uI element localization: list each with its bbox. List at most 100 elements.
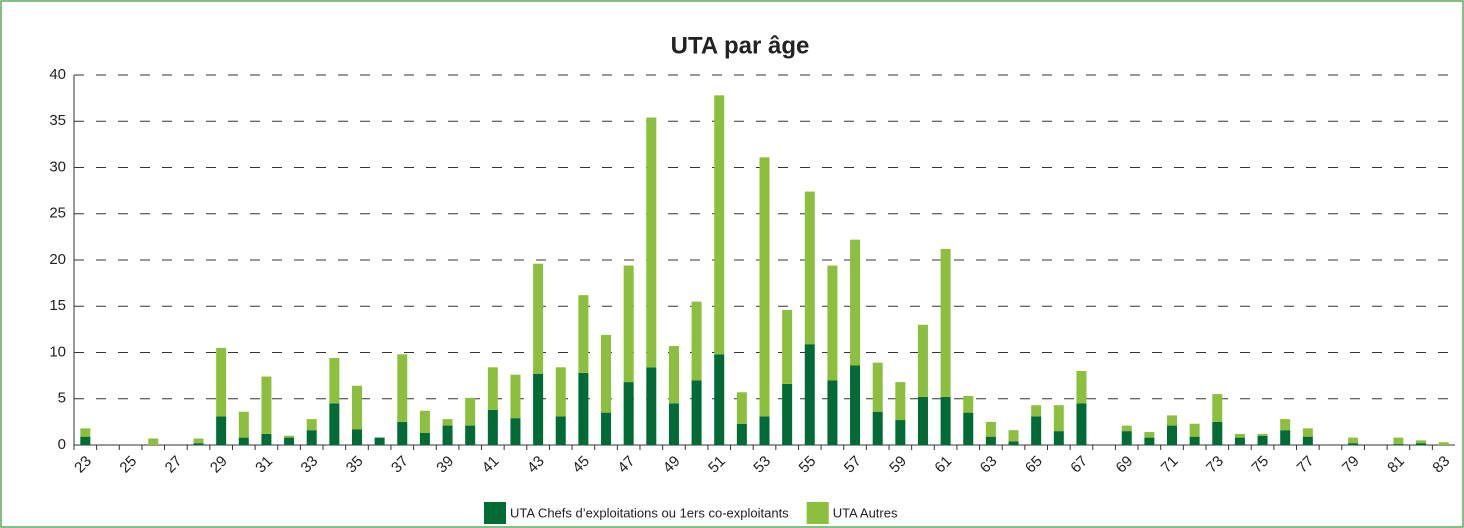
bar-segment <box>917 396 928 445</box>
bar-segment <box>623 265 634 383</box>
bar-segment <box>1416 440 1427 444</box>
bar-segment <box>1144 437 1155 445</box>
bar-segment <box>736 423 747 445</box>
bar-segment <box>940 248 951 397</box>
bar-segment <box>465 425 476 445</box>
bar-segment <box>555 367 566 417</box>
bar-segment <box>510 374 521 419</box>
bar-segment <box>668 346 679 404</box>
bar-segment <box>1416 443 1427 445</box>
bar-segment <box>1167 425 1178 445</box>
bar-segment <box>397 421 408 445</box>
bar-segment <box>1280 430 1291 445</box>
bar-segment <box>601 412 612 445</box>
bar-segment <box>306 419 317 431</box>
bar-segment <box>895 420 906 445</box>
bar-segment <box>691 380 702 445</box>
bar-segment <box>397 354 408 422</box>
bar-segment <box>1031 405 1042 417</box>
bar-segment <box>782 309 793 384</box>
bar-segment <box>284 435 295 438</box>
bar-segment <box>555 416 566 445</box>
bar-segment <box>782 383 793 445</box>
bar-segment <box>261 433 272 445</box>
bar-segment <box>351 429 362 445</box>
bar-segment <box>238 437 249 445</box>
bar-segment <box>487 367 498 410</box>
bar-segment <box>872 362 883 412</box>
bar-segment <box>1212 421 1223 445</box>
bar-segment <box>1076 403 1087 445</box>
bar-segment <box>329 403 340 445</box>
bar-segment <box>329 358 340 404</box>
bar-segment <box>963 412 974 445</box>
bar-segment <box>1280 419 1291 431</box>
bar-segment <box>804 191 815 345</box>
bar-segment <box>623 382 634 445</box>
bar-segment <box>1257 433 1268 436</box>
y-tick-label: 0 <box>58 436 66 453</box>
bar-segment <box>1167 415 1178 426</box>
bar-segment <box>1189 436 1200 445</box>
bar-segment <box>985 421 996 437</box>
y-tick-label: 35 <box>49 112 66 129</box>
bar-segment <box>1121 431 1132 445</box>
bar-segment <box>261 376 272 434</box>
bar-segment <box>1348 443 1359 445</box>
bar-segment <box>872 411 883 445</box>
bar-segment <box>827 265 838 381</box>
bar-segment <box>487 409 498 445</box>
legend-label: UTA Autres <box>833 505 898 520</box>
y-tick-label: 25 <box>49 205 66 222</box>
bar-segment <box>827 380 838 445</box>
bar-segment <box>1031 416 1042 445</box>
bar-segment <box>1393 437 1404 445</box>
chart-title: UTA par âge <box>671 32 810 59</box>
legend-swatch <box>484 502 506 524</box>
bar-segment <box>533 263 544 374</box>
bar-segment <box>646 367 657 445</box>
y-tick-label: 20 <box>49 251 66 268</box>
bar-segment <box>1053 405 1064 432</box>
bar-segment <box>1234 433 1245 438</box>
bar-segment <box>1212 394 1223 422</box>
bar-segment <box>374 437 385 445</box>
bar-segment <box>895 382 906 421</box>
bar-segment <box>714 95 725 355</box>
bar-segment <box>759 416 770 445</box>
bar-segment <box>1234 437 1245 445</box>
bar-segment <box>1008 441 1019 445</box>
bar-segment <box>1144 432 1155 438</box>
bar-segment <box>646 117 657 368</box>
y-tick-label: 30 <box>49 158 66 175</box>
bar-segment <box>1053 431 1064 445</box>
bar-segment <box>80 436 91 445</box>
bar-segment <box>1008 430 1019 442</box>
bar-segment <box>419 432 430 445</box>
bar-segment <box>1302 428 1313 437</box>
bar-segment <box>1189 423 1200 437</box>
bar-segment <box>1121 425 1132 432</box>
bar-segment <box>601 334 612 413</box>
bar-segment <box>668 403 679 445</box>
bar-segment <box>216 416 227 445</box>
bar-segment <box>691 301 702 381</box>
bar-segment <box>442 425 453 445</box>
bar-segment <box>238 411 249 438</box>
bar-segment <box>419 410 430 433</box>
bar-segment <box>80 428 91 437</box>
bar-segment <box>193 438 204 444</box>
bar-segment <box>1302 436 1313 445</box>
y-tick-label: 15 <box>49 297 66 314</box>
bar-segment <box>804 344 815 445</box>
legend-swatch <box>806 502 829 524</box>
y-tick-label: 40 <box>49 66 66 83</box>
bar-segment <box>1438 442 1449 445</box>
legend-label: UTA Chefs d’exploitations ou 1ers co-exp… <box>510 505 789 520</box>
bar-segment <box>1393 444 1404 445</box>
bar-segment <box>940 396 951 445</box>
bar-segment <box>1257 435 1268 445</box>
bar-segment <box>216 347 227 417</box>
bar-segment <box>193 443 204 445</box>
